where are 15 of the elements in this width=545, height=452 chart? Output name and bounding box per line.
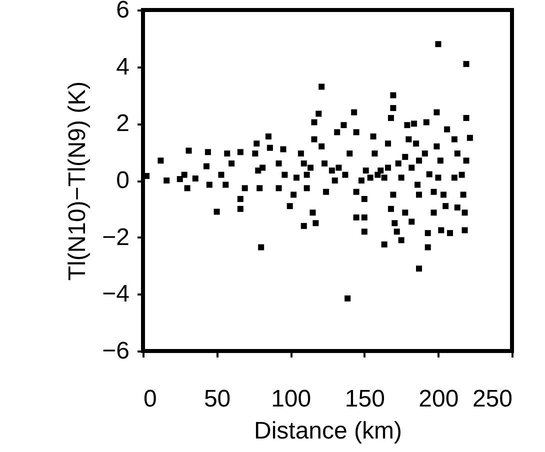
x-tick-label: 200	[418, 386, 459, 412]
y-tick-label: −4	[102, 280, 130, 308]
x-tick-label: 0	[144, 386, 157, 412]
y-tick-label: 2	[116, 110, 130, 138]
y-axis-title: Tl(N10)−Tl(N9) (K)	[64, 81, 92, 281]
y-tick-label: −2	[102, 224, 130, 251]
y-tick-label: 4	[116, 53, 130, 80]
x-tick-label: 100	[271, 386, 312, 412]
y-tick-label: 0	[116, 167, 130, 194]
x-tick-label: 150	[344, 386, 385, 412]
x-tick-label: 250	[472, 386, 512, 412]
y-tick-label: −6	[102, 338, 130, 364]
x-axis-title: Distance (km)	[254, 418, 402, 444]
x-tick-label: 50	[204, 386, 231, 412]
y-tick-label: 6	[116, 0, 130, 24]
